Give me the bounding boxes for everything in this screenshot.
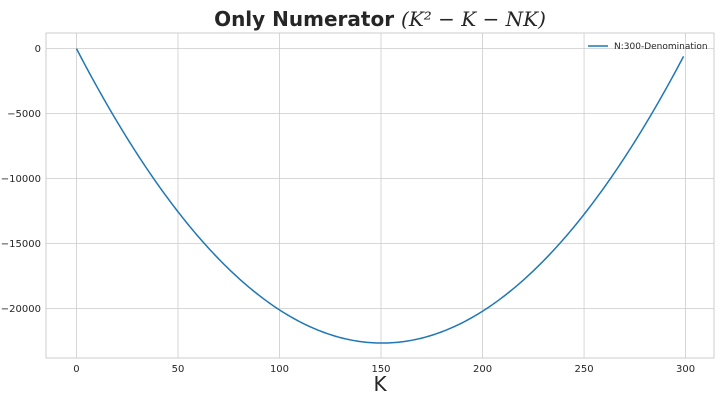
x-tick-label: 300 bbox=[676, 364, 695, 375]
y-tick-label: −10000 bbox=[1, 174, 41, 185]
grid bbox=[46, 33, 714, 358]
x-tick-label: 0 bbox=[73, 364, 79, 375]
x-tick-label: 100 bbox=[270, 364, 289, 375]
y-axis-ticks: 0 −5000 −10000 −15000 −20000 bbox=[1, 44, 41, 315]
series-line bbox=[75, 48, 685, 344]
x-tick-label: 50 bbox=[172, 364, 185, 375]
y-tick-label: −15000 bbox=[1, 239, 41, 250]
y-tick-label: 0 bbox=[35, 44, 41, 55]
plot-area bbox=[45, 32, 715, 359]
chart-title-text: Only Numerator bbox=[214, 7, 401, 31]
legend: N:300-Denomination bbox=[588, 42, 708, 52]
y-tick-label: −5000 bbox=[7, 109, 41, 120]
x-tick-label: 250 bbox=[575, 364, 594, 375]
y-tick-label: −20000 bbox=[1, 304, 41, 315]
chart-title: Only Numerator (K² − K − NK) bbox=[214, 7, 546, 31]
chart-title-math: (K² − K − NK) bbox=[401, 7, 546, 31]
x-tick-label: 200 bbox=[473, 364, 492, 375]
x-axis-label: K bbox=[373, 372, 387, 396]
x-tick-label: 150 bbox=[371, 364, 390, 375]
x-axis-ticks: 0 50 100 150 200 250 300 bbox=[73, 364, 695, 375]
legend-label: N:300-Denomination bbox=[614, 42, 708, 52]
